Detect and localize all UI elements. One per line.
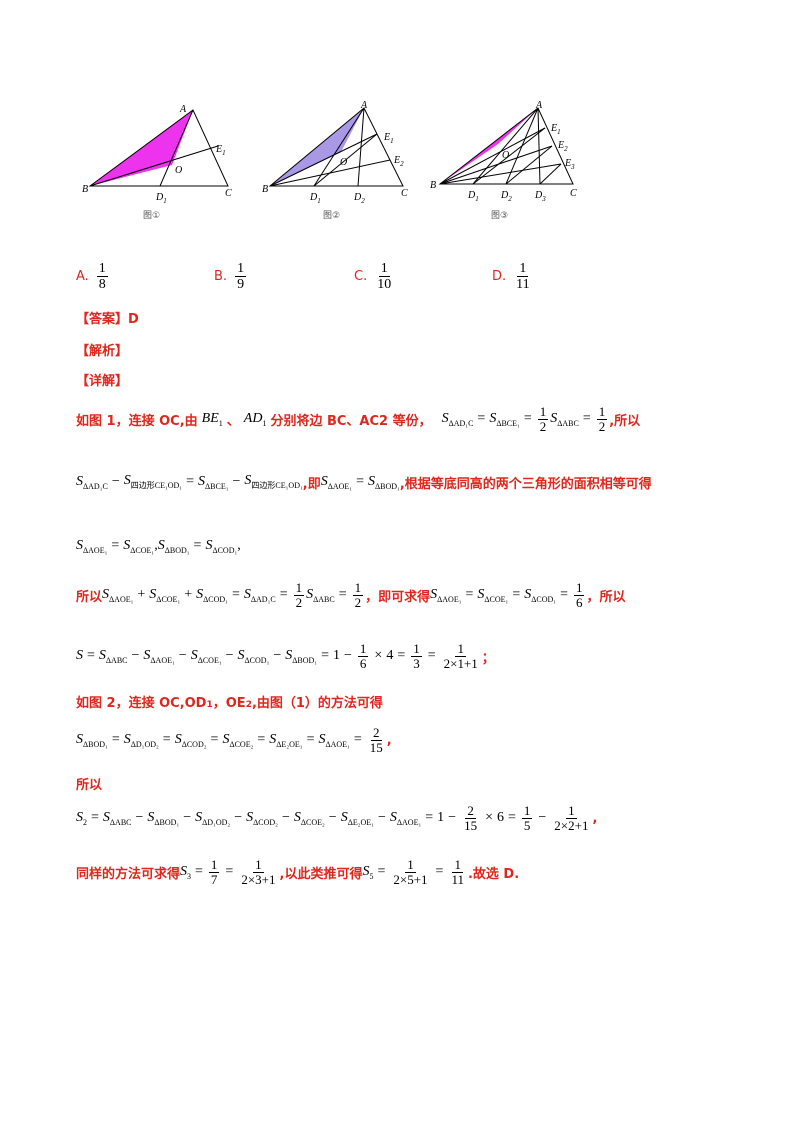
svg-text:E1: E1: [550, 123, 561, 136]
figure-1: A B C D1 E1 O: [82, 104, 232, 205]
svg-text:D1: D1: [309, 192, 321, 205]
svg-text:E2: E2: [557, 140, 568, 153]
caption-3: 图③: [491, 210, 508, 221]
svg-text:O: O: [175, 165, 182, 176]
option-c-den: 10: [377, 276, 392, 292]
solution-line-8: 所以: [76, 778, 103, 793]
svg-text:C: C: [401, 188, 408, 199]
solution-line-9: S2 = SΔABC − SΔBOD₁ − SΔD₁OD₂ − SΔCOD₂ − SΔCO…: [76, 802, 598, 833]
svg-text:E1: E1: [215, 144, 226, 157]
svg-text:O: O: [340, 157, 347, 168]
figure-3: A B C D1 D2 D3 E1 E2 E3 O: [430, 100, 577, 203]
svg-text:B: B: [262, 184, 268, 195]
svg-text:C: C: [225, 188, 232, 199]
svg-text:D2: D2: [500, 190, 512, 203]
solution-line-7: SΔBOD₁ = SΔD₁OD₂ = SΔCOD₂ = SΔCOE₂ = SΔE₂OE₁…: [76, 724, 392, 755]
option-b-label: B.: [214, 268, 228, 284]
svg-text:D1: D1: [155, 192, 167, 205]
option-c-label: C.: [354, 268, 368, 284]
analysis-heading: 【解析】: [76, 344, 129, 359]
option-d-num: 1: [517, 260, 529, 277]
answer: 【答案】D: [76, 312, 139, 327]
svg-text:D2: D2: [353, 192, 365, 205]
svg-text:C: C: [570, 188, 577, 199]
solution-line-1: 如图 1，连接 OC,由 BE1、 AD1 分别将边 BC、AC2 等份， SΔ…: [76, 403, 641, 434]
svg-text:E2: E2: [393, 155, 404, 168]
svg-text:A: A: [360, 100, 368, 111]
solution-line-2: SΔAD₁C − S四边形CE₁OD₁ = SΔBCE₁ − S四边形CE₁OD₁ ,…: [76, 473, 652, 492]
option-a-num: 1: [96, 260, 108, 277]
svg-text:B: B: [82, 184, 88, 195]
option-c-num: 1: [378, 260, 390, 277]
solution-line-3: SΔAOE₁ = SΔCOE₁ , SΔBOD₁ = SΔCOD₁ ,: [76, 537, 241, 555]
option-d-label: D.: [492, 268, 507, 284]
solution-line-6: 如图 2，连接 OC,OD 1 ，OE 2 ,由图（1）的方法可得: [76, 695, 383, 711]
svg-text:E3: E3: [564, 158, 575, 171]
option-b-den: 9: [237, 276, 245, 292]
option-a-den: 8: [98, 276, 106, 292]
svg-text:D3: D3: [534, 190, 546, 203]
caption-1: 图①: [143, 210, 160, 221]
svg-text:B: B: [430, 180, 436, 191]
svg-text:E1: E1: [383, 132, 394, 145]
caption-2: 图②: [323, 210, 340, 221]
figure-2: A B C D1 D2 E1 E2 O: [262, 100, 408, 205]
option-b-num: 1: [235, 260, 247, 277]
triangle-figures: A B C D1 E1 O 图① A B C D1 D2 E1 E2 O 图②: [82, 100, 577, 221]
option-a-label: A.: [76, 268, 89, 284]
solution-line-5: S = SΔABC − SΔAOE₁ − SΔCOE₁ − SΔCOD₁ − SΔBOD₁…: [76, 640, 495, 671]
option-c[interactable]: C. 1 10: [354, 258, 393, 294]
svg-text:O: O: [502, 150, 509, 161]
detail-heading: 【详解】: [76, 374, 129, 389]
option-d[interactable]: D. 1 11: [492, 258, 532, 294]
svg-text:D1: D1: [467, 190, 479, 203]
svg-text:A: A: [179, 104, 187, 115]
solution-line-10: 同样的方法可求得 S3 = 1 7 = 1 2×3+1 ,以此类推可得 S5 = 1 2×5…: [76, 856, 520, 887]
svg-text:A: A: [535, 100, 543, 111]
option-d-den: 11: [516, 276, 530, 292]
